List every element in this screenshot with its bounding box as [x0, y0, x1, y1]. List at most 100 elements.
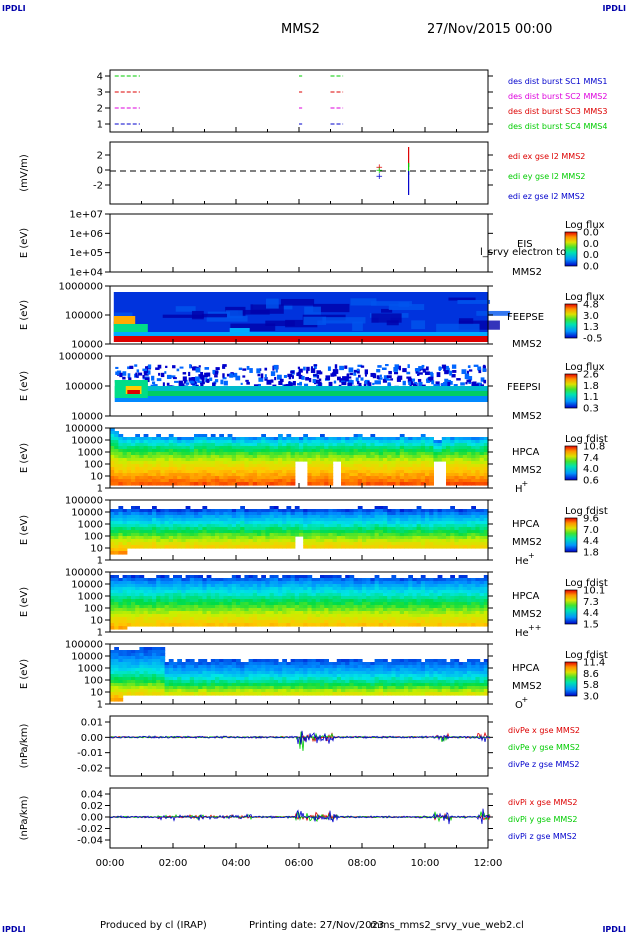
hpca-he2-cell — [328, 602, 334, 606]
hpca-h-cell — [483, 479, 489, 483]
hpca-h-cell — [206, 452, 212, 456]
hpca-he2-cell — [294, 590, 300, 594]
feepsi-cell — [363, 384, 367, 387]
hpca-he1-cell — [122, 509, 128, 513]
hpca-he2-cell — [458, 608, 464, 612]
hpca-he1-cell — [471, 524, 476, 528]
hpca-h-cell — [265, 455, 271, 459]
hpca-h-cell — [231, 458, 237, 462]
hpca-he2-cell — [471, 584, 476, 588]
hpca-he1-cell — [362, 521, 367, 525]
hpca-he2-cell — [114, 608, 119, 612]
hpca-he2-cell — [450, 599, 455, 603]
hpca-he2-cell — [454, 593, 460, 597]
hpca-he2-cell — [387, 599, 392, 603]
hpca-he2-cell — [244, 599, 250, 603]
hpca-he2-cell — [131, 584, 136, 588]
hpca-he1-cell — [483, 515, 489, 519]
hpca-he1-cell — [412, 518, 418, 522]
hpca-h-cell — [328, 446, 334, 450]
hpca-he1-cell — [202, 542, 208, 546]
hpca-h-cell — [311, 479, 317, 483]
hpca-h-instrument-name: HPCA — [512, 447, 540, 458]
feepsi-cell — [193, 366, 197, 371]
hpca-he1-cell — [433, 533, 439, 537]
hpca-o-cell — [110, 695, 115, 699]
hpca-h-cell — [156, 434, 161, 438]
hpca-h-cell — [110, 449, 115, 453]
hpca-h-cell — [345, 461, 350, 465]
hpca-he2-cell — [273, 614, 279, 618]
burst-ytick-label: 3 — [97, 88, 103, 99]
hpca-h-cell — [483, 449, 489, 453]
hpca-he1-cell — [282, 542, 287, 546]
hpca-he2-cell — [341, 617, 346, 621]
hpca-he1-cell — [324, 518, 329, 522]
hpca-h-cell — [164, 452, 170, 456]
feepsi-cell — [122, 371, 127, 376]
hpca-h-cell — [425, 479, 430, 483]
edi-point: + — [376, 172, 384, 182]
hpca-he2-cell — [416, 587, 422, 591]
hpca-o-cell — [131, 692, 136, 696]
hpca-he2-cell — [173, 578, 178, 582]
hpca-he2-cell — [454, 605, 460, 609]
hpca-o-cell — [122, 683, 128, 687]
hpca-he2-cell — [324, 611, 329, 615]
hpca-he2-cell — [185, 614, 191, 618]
feepsi-cell — [344, 376, 349, 382]
hpca-h-cell — [257, 458, 262, 462]
hpca-h-cell — [412, 452, 418, 456]
feepsi-cell — [444, 378, 449, 384]
feepsi-cell — [160, 372, 165, 378]
hpca-h-cell — [311, 449, 317, 453]
hpca-h-cell — [454, 452, 460, 456]
hpca-o-cell — [139, 659, 145, 663]
hpca-h-cell — [458, 476, 464, 480]
hpca-h-cell — [471, 452, 476, 456]
hpca-he2-cell — [324, 608, 329, 612]
hpca-he1-cell — [156, 512, 161, 516]
hpca-he2-cell — [362, 593, 367, 597]
hpca-he2-cell — [307, 605, 313, 609]
hpca-he2-cell — [185, 584, 191, 588]
hpca-he2-cell — [227, 593, 233, 597]
hpca-h-cell — [231, 449, 237, 453]
feepse-cell — [303, 316, 327, 325]
hpca-he1-cell — [261, 512, 266, 516]
hpca-he2-cell — [173, 590, 178, 594]
hpca-he2-cell — [328, 596, 334, 600]
hpca-he2-cell — [353, 578, 359, 582]
hpca-he2-cell — [177, 608, 182, 612]
hpca-he2-cell — [185, 596, 191, 600]
feepsi-cell — [240, 382, 243, 385]
hpca-h-cell — [429, 443, 434, 447]
hpca-he1-cell — [135, 530, 140, 534]
hpca-he2-cell — [240, 578, 245, 582]
hpca-he1-cell — [185, 539, 191, 543]
hpca-h-cell — [366, 437, 371, 441]
hpca-h-cell — [475, 464, 481, 468]
hpca-h-cell — [147, 479, 153, 483]
hpca-he2-cell — [118, 623, 124, 627]
hpca-he2-cell — [282, 611, 287, 615]
feepsi-cell — [264, 374, 267, 379]
hpca-h-cell — [458, 479, 464, 483]
hpca-he2-cell — [404, 599, 409, 603]
hpca-h-cell — [240, 464, 245, 468]
hpca-he1-cell — [483, 536, 489, 540]
hpca-he2-cell — [219, 599, 224, 603]
hpca-o-cell — [143, 668, 149, 672]
hpca-o-cell — [114, 668, 119, 672]
hpca-h-cell — [122, 461, 128, 465]
hpca-h-cell — [450, 470, 455, 474]
hpca-h-cell — [173, 461, 178, 465]
hpca-h-cell — [429, 458, 434, 462]
hpca-he2-cell — [420, 596, 426, 600]
hpca-he2-cell — [206, 617, 212, 621]
hpca-he1-cell — [446, 530, 451, 534]
hpca-he2-cell — [189, 623, 195, 627]
hpca-h-cell — [156, 470, 161, 474]
hpca-he1-cell — [479, 515, 485, 519]
